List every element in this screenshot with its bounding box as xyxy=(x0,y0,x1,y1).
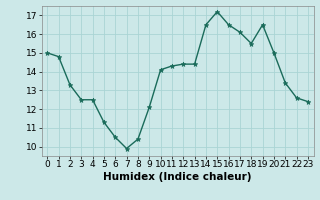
X-axis label: Humidex (Indice chaleur): Humidex (Indice chaleur) xyxy=(103,172,252,182)
